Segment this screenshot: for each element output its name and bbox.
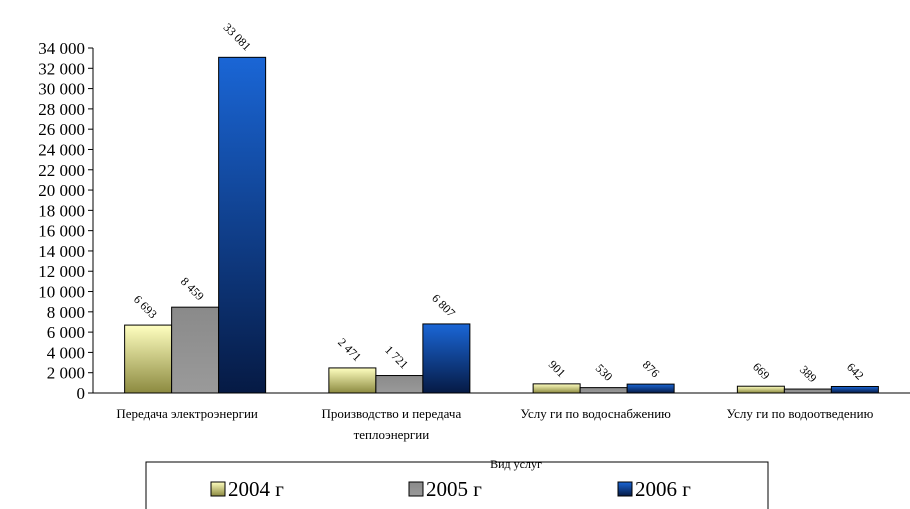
- y-tick-label: 18 000: [38, 201, 85, 220]
- bar-2004г-cat4: [736, 385, 785, 394]
- y-tick-label: 10 000: [38, 283, 85, 302]
- bar-2004г-cat3: [532, 383, 581, 394]
- data-label: 33 081: [221, 20, 254, 53]
- bar-2005г-cat4: [783, 388, 832, 394]
- x-category-label: Передача электроэнергии: [116, 406, 258, 421]
- y-tick-label: 14 000: [38, 242, 85, 261]
- data-label: 8 459: [178, 274, 207, 303]
- bar-2006г-cat4: [830, 385, 879, 394]
- bar-2005г-cat1: [171, 306, 220, 394]
- data-label: 2 471: [335, 335, 364, 364]
- y-tick-label: 12 000: [38, 262, 85, 281]
- legend-swatch: [210, 481, 226, 497]
- bar-2005г-cat3: [579, 387, 628, 394]
- bar-2005г-cat2: [375, 375, 424, 394]
- y-tick-label: 24 000: [38, 140, 85, 159]
- legend-label: 2004 г: [228, 477, 284, 501]
- x-category-label: Производство и передача: [322, 406, 462, 421]
- data-label: 6 693: [131, 292, 160, 321]
- y-tick-label: 20 000: [38, 181, 85, 200]
- data-label: 1 721: [382, 343, 411, 372]
- data-label: 389: [797, 363, 820, 386]
- legend-label: 2005 г: [426, 477, 482, 501]
- y-tick-label: 26 000: [38, 120, 85, 139]
- x-category-label: Услу ги по водоотведению: [726, 406, 873, 421]
- data-label: 876: [640, 358, 663, 381]
- y-tick-label: 22 000: [38, 161, 85, 180]
- bar-2006г-cat1: [218, 56, 267, 394]
- data-label: 6 807: [429, 291, 458, 320]
- y-tick-label: 32 000: [38, 59, 85, 78]
- y-tick-label: 6 000: [47, 323, 85, 342]
- y-tick-label: 4 000: [47, 343, 85, 362]
- bar-2004г-cat1: [124, 324, 173, 394]
- data-label: 669: [750, 360, 773, 383]
- y-tick-label: 2 000: [47, 364, 85, 383]
- bars: 6 693 8 459 33 081 2 471 1 721 6 807 901 530 876…: [124, 20, 879, 394]
- legend-swatch: [617, 481, 633, 497]
- legend-border: [145, 461, 769, 509]
- x-axis-title: Вид услуг: [490, 457, 542, 471]
- y-tick-label: 34 000: [38, 39, 85, 58]
- x-category-label: Услу ги по водоснабжению: [520, 406, 671, 421]
- data-label: 901: [546, 357, 569, 380]
- x-category-labels: Передача электроэнергии Производство и пе…: [116, 406, 873, 442]
- legend: 2004 г 2005 г 2006 г: [145, 461, 769, 509]
- bar-2004г-cat2: [328, 367, 377, 394]
- y-tick-label: 28 000: [38, 100, 85, 119]
- y-tick-label: 8 000: [47, 303, 85, 322]
- y-tick-label: 16 000: [38, 222, 85, 241]
- data-label: 530: [593, 361, 616, 384]
- legend-label: 2006 г: [635, 477, 691, 501]
- bar-2006г-cat2: [422, 323, 471, 394]
- bar-2006г-cat3: [626, 383, 675, 394]
- legend-swatch: [408, 481, 424, 497]
- x-category-label: теплоэнергии: [354, 427, 430, 442]
- y-tick-label: 30 000: [38, 80, 85, 99]
- data-label: 642: [844, 360, 867, 383]
- y-tick-label: 0: [77, 384, 86, 403]
